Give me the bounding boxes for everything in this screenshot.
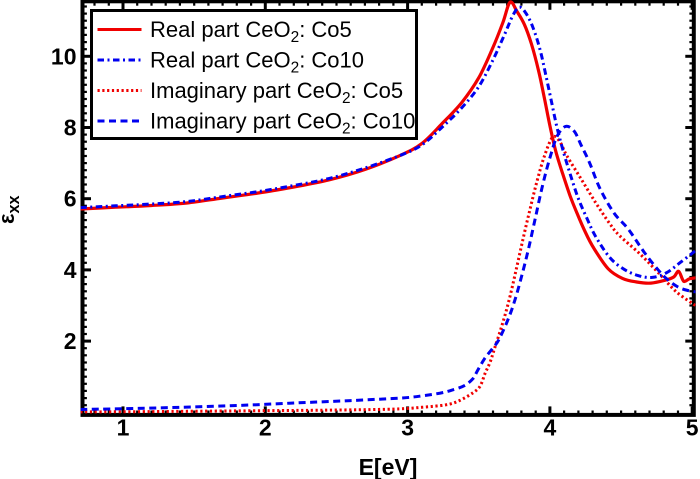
svg-text:4: 4 bbox=[64, 257, 77, 283]
svg-text:3: 3 bbox=[401, 415, 414, 441]
svg-text:E[eV]: E[eV] bbox=[359, 454, 418, 479]
svg-text:5: 5 bbox=[686, 415, 699, 441]
svg-text:2: 2 bbox=[259, 415, 272, 441]
svg-text:Imaginary part CeO2: Co10: Imaginary part CeO2: Co10 bbox=[150, 109, 415, 138]
svg-text:Real part CeO2: Co10: Real part CeO2: Co10 bbox=[150, 48, 364, 77]
svg-text:8: 8 bbox=[64, 115, 77, 141]
svg-text:εxx: εxx bbox=[0, 195, 23, 224]
svg-text:Real part CeO2: Co5: Real part CeO2: Co5 bbox=[150, 17, 352, 46]
svg-text:1: 1 bbox=[117, 415, 130, 441]
svg-text:4: 4 bbox=[544, 415, 557, 441]
svg-text:Imaginary part CeO2: Co5: Imaginary part CeO2: Co5 bbox=[150, 78, 403, 107]
svg-text:10: 10 bbox=[51, 43, 77, 69]
svg-text:2: 2 bbox=[64, 328, 77, 354]
svg-text:6: 6 bbox=[64, 186, 77, 212]
